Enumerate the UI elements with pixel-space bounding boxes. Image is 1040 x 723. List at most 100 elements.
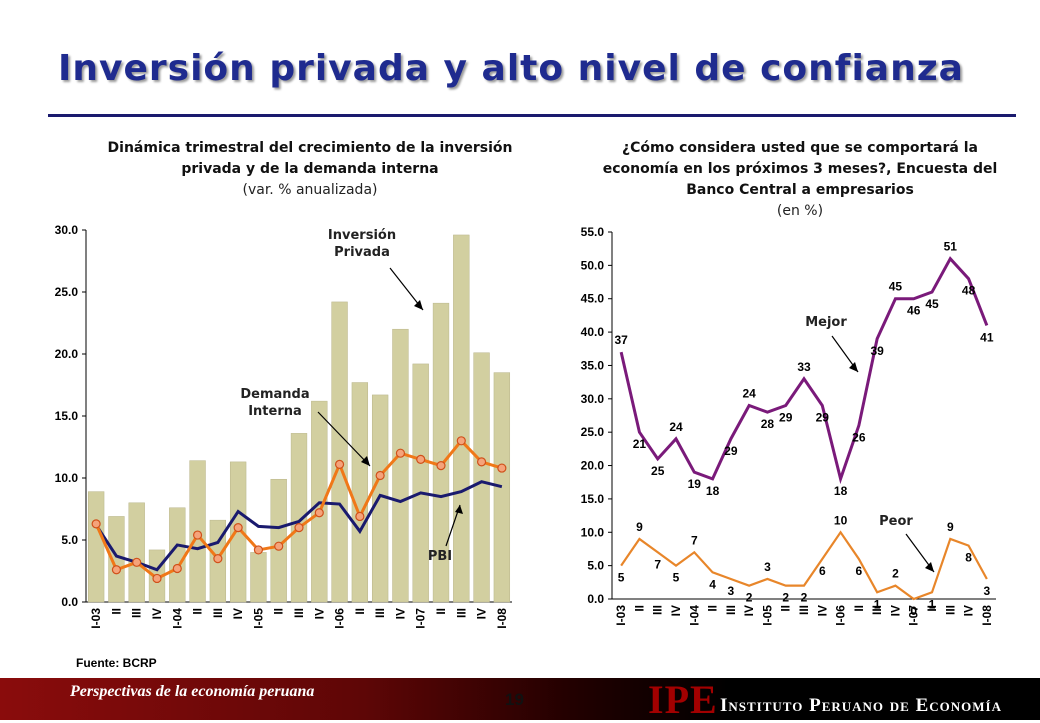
peor-data-label: 6 [819,564,826,578]
right-x-tick-label: I-03 [614,605,628,626]
demanda-point [375,470,385,481]
source-note: Fuente: BCRP [76,656,157,670]
pbi-line [94,480,503,572]
demanda-point [192,530,203,540]
demanda-point [395,448,406,458]
left-y-tick-label: 10.0 [55,471,79,485]
mejor-data-label: 51 [944,240,958,254]
page-title: Inversión privada y alto nivel de confia… [58,48,964,89]
mejor-line [619,256,989,485]
left-x-tick-label: I-08 [495,608,509,629]
left-y-tick-label: 20.0 [55,347,79,361]
peor-line [620,530,988,601]
right-x-tick-label: IV [815,605,829,616]
inversion-bar [87,491,105,603]
mejor-data-label: 24 [742,386,756,400]
annotation-demanda-arrow [317,411,371,467]
inversion-bar [290,433,308,603]
mejor-data-label: 18 [706,484,720,498]
annotation-pbi: PBI [428,549,452,564]
right-y-tick-label: 45.0 [581,292,605,306]
demanda-point [355,511,365,522]
inversion-bar [250,552,267,603]
left-x-tick-label: IV [312,608,326,619]
demanda-point [111,565,122,575]
right-y-tick-label: 25.0 [581,425,605,439]
left-chart-title-text: Dinámica trimestral del crecimiento de l… [107,140,513,177]
peor-data-label: 5 [673,571,680,585]
mejor-data-label: 41 [980,330,994,344]
left-x-tick-label: I-04 [170,608,184,629]
peor-data-label: 3 [984,584,991,598]
left-x-tick-label: I-05 [251,608,265,629]
left-x-tick-label: II [434,608,448,615]
right-x-tick-label: III [724,605,738,615]
mejor-data-label: 29 [816,410,830,424]
right-y-tick-label: 0.0 [587,592,604,606]
right-y-tick-label: 40.0 [581,325,605,339]
demanda-point [416,454,426,464]
right-x-tick-label: III [797,605,811,615]
left-x-tick-label: I-07 [414,608,428,629]
left-x-tick-label: II [191,608,205,615]
inversion-bar [169,507,186,603]
annotation-peor: Peor [879,514,913,529]
demanda-point [213,553,223,564]
right-chart-title-text: ¿Cómo considera usted que se comportará … [602,140,998,198]
peor-data-label: 5 [618,571,625,585]
right-x-tick-label: I-06 [834,605,848,626]
demanda-point [436,461,446,471]
demanda-point [314,508,324,518]
mejor-data-label: 29 [779,410,793,424]
annotation-demanda-line2: Interna [248,404,302,419]
annotation-pbi-arrowhead [455,505,463,514]
mejor-data-label: 48 [962,284,976,298]
right-x-tick-label: II [706,605,720,612]
mejor-data-label: 37 [614,333,628,347]
left-x-tick-label: I-03 [89,608,103,629]
right-y-tick-label: 35.0 [581,358,605,372]
inversion-bar [331,301,348,603]
mejor-data-label: 18 [834,484,848,498]
right-x-tick-label: IV [888,605,902,616]
left-x-tick-label: IV [231,608,245,619]
annotation-inversion-line2: Privada [334,245,390,260]
mejor-data-label: 45 [889,280,903,294]
annotation-demanda-arrowhead [361,456,370,466]
peor-data-label: 6 [856,564,863,578]
right-x-tick-label: IV [669,605,683,616]
right-chart-subtitle: (en %) [776,203,824,219]
inversion-bar [493,372,511,603]
left-x-tick-label: IV [475,608,489,619]
mejor-data-label: 28 [761,417,775,431]
inversion-bar [351,382,369,603]
right-x-tick-label: IV [962,605,976,616]
annotation-mejor-arrowhead [849,362,858,372]
demanda-point [253,545,264,555]
right-x-tick-label: III [870,605,884,615]
right-x-tick-label: II [632,605,646,612]
left-x-tick-label: IV [393,608,407,619]
left-x-tick-label: II [109,608,123,615]
inversion-bar [392,328,409,603]
left-x-tick-label: III [130,608,144,618]
peor-data-label: 7 [654,557,661,571]
inversion-bar [432,302,450,603]
peor-data-label: 1 [929,597,936,611]
right-y-tick-label: 5.0 [587,559,604,573]
inversion-bar [473,352,490,603]
right-y-tick-label: 55.0 [581,225,605,239]
left-y-tick-label: 30.0 [55,223,79,237]
right-y-tick-label: 30.0 [581,392,605,406]
right-x-tick-label: II [852,605,866,612]
peor-data-label: 1 [874,597,881,611]
peor-data-label: 2 [801,591,808,605]
peor-data-label: 10 [834,513,848,527]
peor-data-label: 0 [910,604,917,618]
mejor-data-label: 39 [870,344,884,358]
right-chart-title: ¿Cómo considera usted que se comportará … [585,138,1015,222]
annotation-inversion-line1: Inversión [328,228,396,243]
page-number: 19 [505,690,524,709]
demanda-point [456,436,466,446]
